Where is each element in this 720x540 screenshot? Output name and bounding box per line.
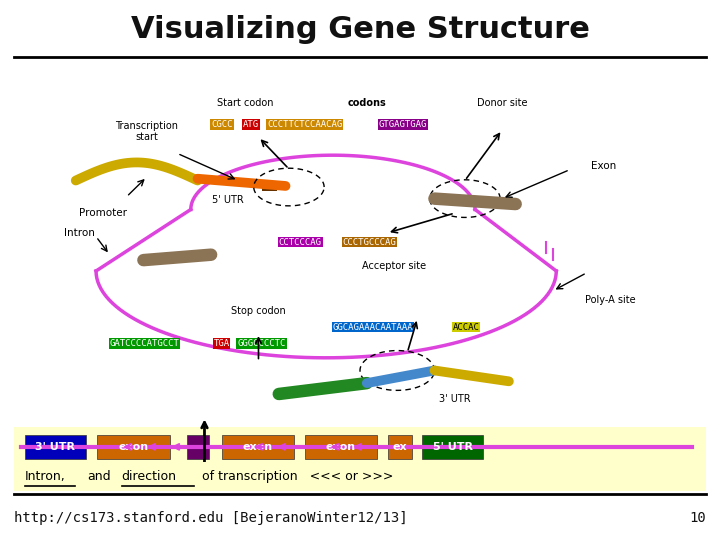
Text: TGA: TGA: [213, 339, 230, 348]
Text: exon: exon: [119, 442, 149, 452]
Text: 5' UTR: 5' UTR: [433, 442, 472, 452]
Text: GTGAGTGAG: GTGAGTGAG: [379, 120, 427, 129]
Text: Acceptor site: Acceptor site: [361, 260, 426, 271]
Text: Intron: Intron: [63, 228, 94, 238]
Text: Start codon: Start codon: [217, 98, 273, 108]
Text: Stop codon: Stop codon: [231, 306, 286, 316]
Bar: [187, 435, 210, 459]
Text: ACCAC: ACCAC: [453, 322, 480, 332]
Bar: [422, 435, 483, 459]
Text: and: and: [87, 470, 111, 483]
Bar: [262, 181, 276, 191]
Text: of transcription   <<< or >>>: of transcription <<< or >>>: [202, 470, 394, 483]
Text: ATG: ATG: [243, 120, 259, 129]
Text: Transcription
start: Transcription start: [115, 121, 179, 143]
Text: ex: ex: [392, 442, 407, 452]
Bar: [97, 435, 170, 459]
Text: Donor site: Donor site: [477, 98, 527, 108]
Text: 3' UTR: 3' UTR: [35, 442, 75, 452]
Text: 10: 10: [689, 511, 706, 525]
Text: 5' UTR: 5' UTR: [212, 195, 244, 205]
Bar: [222, 435, 294, 459]
Bar: [24, 435, 86, 459]
Text: Poly-A site: Poly-A site: [585, 295, 636, 305]
Text: CCCTGCCCAG: CCCTGCCCAG: [343, 238, 397, 247]
Text: CCCTTCTCCAACAG: CCCTTCTCCAACAG: [267, 120, 342, 129]
Text: GGCAGAAACAATAAA: GGCAGAAACAATAAA: [333, 322, 413, 332]
Text: CGCC: CGCC: [211, 120, 233, 129]
Text: Visualizing Gene Structure: Visualizing Gene Structure: [130, 15, 590, 44]
Text: exon: exon: [243, 442, 273, 452]
Text: GATCCCCATGCCT: GATCCCCATGCCT: [109, 339, 179, 348]
Text: Promoter: Promoter: [78, 208, 127, 218]
Text: direction: direction: [122, 470, 176, 483]
Text: codons: codons: [347, 98, 386, 108]
Text: 3' UTR: 3' UTR: [439, 394, 471, 404]
Text: GGGCCCCTC: GGGCCCCTC: [238, 339, 286, 348]
Text: http://cs173.stanford.edu [BejeranoWinter12/13]: http://cs173.stanford.edu [BejeranoWinte…: [14, 511, 408, 525]
Text: Exon: Exon: [591, 161, 616, 171]
Text: Intron,: Intron,: [24, 470, 66, 483]
Bar: [387, 435, 412, 459]
Bar: [305, 435, 377, 459]
Text: exon: exon: [326, 442, 356, 452]
Text: CCTCCCAG: CCTCCCAG: [279, 238, 322, 247]
